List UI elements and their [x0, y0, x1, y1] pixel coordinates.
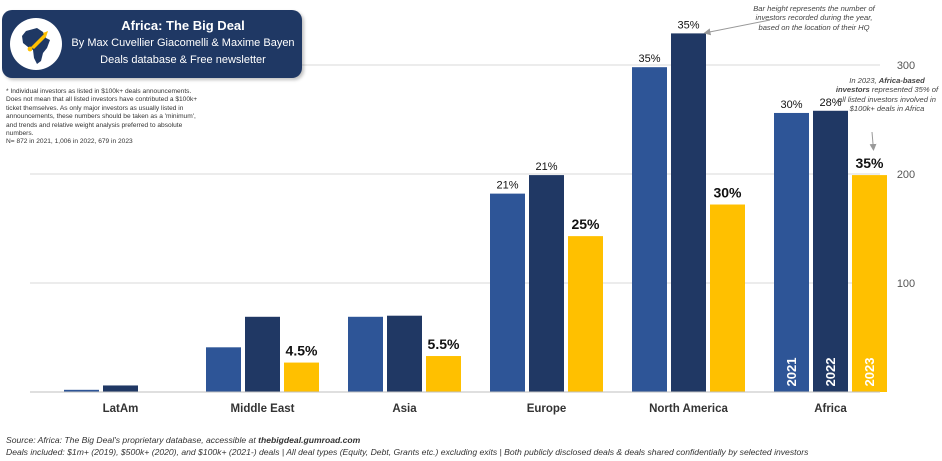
callout-arrows — [703, 19, 877, 151]
data-label-north-america-2023: 30% — [713, 185, 742, 201]
methodology-note: * Individual investors as listed in $100… — [6, 88, 198, 146]
bar-asia-2021 — [348, 316, 383, 392]
header-banner: Africa: The Big Deal By Max Cuvellier Gi… — [2, 10, 302, 78]
data-label-africa-2022: 28% — [819, 97, 841, 109]
arrow-africa-callout — [869, 131, 877, 151]
data-label-asia-2023: 5.5% — [428, 336, 460, 352]
callout-africa-pre: In 2023, — [849, 76, 879, 85]
y-tick-label-200: 200 — [897, 169, 915, 181]
callout-africa-bold: Africa-based investors — [835, 76, 925, 95]
footer-source-link[interactable]: thebigdeal.gumroad.com — [258, 435, 361, 445]
bar-middle-east-2023 — [284, 362, 319, 392]
legend-year-2021: 2021 — [784, 358, 799, 387]
bar-middle-east-2021 — [206, 347, 241, 392]
y-tick-label-300: 300 — [897, 60, 915, 72]
data-labels: 4.5% 5.5% 21% 21% 25% 35% 35% 30% 30% 2021 28% 2022… — [286, 19, 885, 386]
bars — [64, 33, 887, 393]
bar-middle-east-2022 — [245, 316, 280, 392]
x-tick-label-asia: Asia — [392, 403, 417, 415]
callout-bar-height: Bar height represents the number of inve… — [753, 4, 875, 32]
header-title: Africa: The Big Deal — [121, 18, 245, 33]
header-subtitle: By Max Cuvellier Giacomelli & Maxime Bay… — [71, 37, 295, 49]
x-tick-label-latam: LatAm — [103, 403, 139, 415]
x-tick-label-middle-east: Middle East — [231, 403, 295, 415]
data-label-north-america-2022: 35% — [677, 19, 699, 31]
bar-asia-2022 — [387, 315, 422, 392]
data-label-middle-east-2023: 4.5% — [286, 343, 318, 359]
legend-year-2022: 2022 — [823, 358, 838, 387]
data-label-europe-2023: 25% — [571, 216, 600, 232]
bar-north-america-2023 — [710, 204, 745, 392]
bar-europe-2022 — [529, 175, 564, 392]
x-tick-label-north-america: North America — [649, 403, 728, 415]
data-label-europe-2021: 21% — [496, 180, 518, 192]
header-tagline: Deals database & Free newsletter — [100, 54, 266, 66]
y-tick-label-100: 100 — [897, 278, 915, 290]
legend-year-2023: 2023 — [862, 358, 877, 387]
bar-latam-2022 — [103, 385, 138, 392]
callout-africa-share: In 2023, Africa-based investors represen… — [832, 76, 942, 114]
bar-latam-2021 — [64, 389, 99, 392]
axes: 100 200 300 LatAm Middle East Asia Europe North… — [30, 60, 915, 415]
footer-deals-included: Deals included: $1m+ (2019), $500k+ (202… — [6, 447, 809, 457]
bar-africa-2022 — [813, 110, 848, 392]
bar-europe-2023 — [568, 236, 603, 392]
arrow-bar-height-callout — [703, 19, 771, 36]
bar-asia-2023 — [426, 356, 461, 392]
africa-logo-icon — [10, 18, 62, 70]
bar-europe-2021 — [490, 193, 525, 392]
data-label-europe-2022: 21% — [535, 161, 557, 173]
x-tick-label-europe: Europe — [527, 403, 567, 415]
callout-africa-post: represented 35% of all listed investors … — [838, 85, 939, 114]
bar-north-america-2021 — [632, 67, 667, 393]
bar-north-america-2022 — [671, 33, 706, 392]
footer-source: Source: Africa: The Big Deal's proprieta… — [6, 435, 360, 445]
bar-africa-2021 — [774, 112, 809, 393]
data-label-africa-2023: 35% — [855, 155, 884, 171]
footer-source-text: Source: Africa: The Big Deal's proprieta… — [6, 435, 259, 445]
data-label-north-america-2021: 35% — [638, 53, 660, 65]
x-tick-label-africa: Africa — [814, 403, 847, 415]
bar-africa-2023 — [852, 175, 887, 392]
data-label-africa-2021: 30% — [780, 99, 802, 111]
